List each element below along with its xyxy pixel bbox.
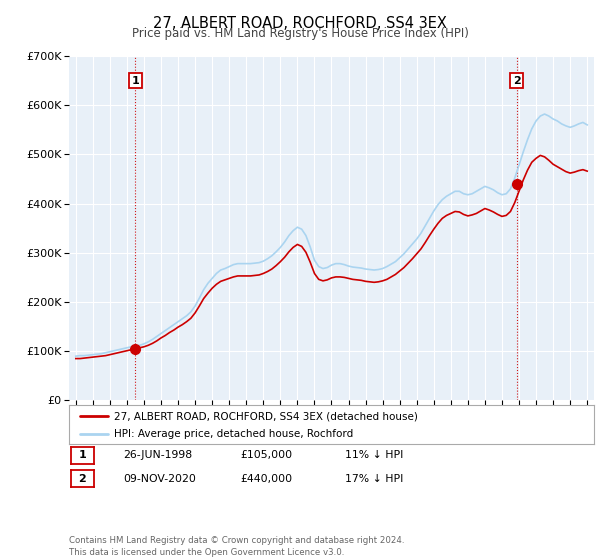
Text: 2: 2: [513, 76, 520, 86]
Text: 11% ↓ HPI: 11% ↓ HPI: [345, 450, 403, 460]
Text: 2: 2: [79, 474, 86, 484]
Text: 1: 1: [131, 76, 139, 86]
Text: 26-JUN-1998: 26-JUN-1998: [123, 450, 192, 460]
Text: Contains HM Land Registry data © Crown copyright and database right 2024.
This d: Contains HM Land Registry data © Crown c…: [69, 536, 404, 557]
Text: 27, ALBERT ROAD, ROCHFORD, SS4 3EX (detached house): 27, ALBERT ROAD, ROCHFORD, SS4 3EX (deta…: [113, 411, 418, 421]
Text: 17% ↓ HPI: 17% ↓ HPI: [345, 474, 403, 484]
Text: HPI: Average price, detached house, Rochford: HPI: Average price, detached house, Roch…: [113, 429, 353, 439]
Text: 09-NOV-2020: 09-NOV-2020: [123, 474, 196, 484]
Text: 1: 1: [79, 450, 86, 460]
Text: £440,000: £440,000: [240, 474, 292, 484]
Text: Price paid vs. HM Land Registry's House Price Index (HPI): Price paid vs. HM Land Registry's House …: [131, 27, 469, 40]
Text: £105,000: £105,000: [240, 450, 292, 460]
Text: 27, ALBERT ROAD, ROCHFORD, SS4 3EX: 27, ALBERT ROAD, ROCHFORD, SS4 3EX: [153, 16, 447, 31]
